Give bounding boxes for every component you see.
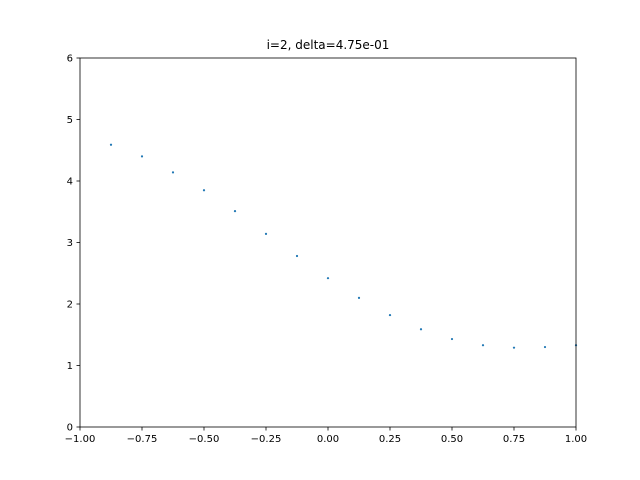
data-point — [326, 277, 330, 280]
x-tick-label: 0.50 — [441, 434, 463, 445]
data-point — [543, 345, 547, 349]
x-tick-label: −0.50 — [189, 434, 220, 445]
x-tick-label: 1.00 — [565, 434, 587, 445]
data-point — [109, 143, 113, 146]
y-tick-label: 3 — [67, 238, 73, 249]
data-point — [357, 296, 361, 299]
data-point — [388, 313, 392, 317]
data-point — [202, 189, 206, 192]
x-tick-label: 0.25 — [379, 434, 401, 445]
y-tick-label: 6 — [67, 54, 73, 65]
x-tick-label: −1.00 — [65, 434, 96, 445]
data-point — [140, 155, 144, 158]
data-point — [295, 254, 299, 258]
x-tick-label: −0.75 — [127, 434, 158, 445]
y-tick-label: 5 — [67, 115, 73, 126]
data-point — [264, 232, 268, 235]
data-point — [450, 337, 454, 341]
x-tick-label: −0.25 — [251, 434, 282, 445]
y-tick-label: 0 — [67, 423, 73, 434]
data-point — [419, 328, 423, 331]
data-point — [233, 210, 237, 213]
data-point — [512, 346, 516, 349]
y-tick-label: 1 — [67, 361, 73, 372]
chart-title: i=2, delta=4.75e-01 — [267, 38, 390, 52]
y-tick-label: 4 — [67, 177, 73, 188]
data-point — [481, 344, 485, 347]
y-tick-label: 2 — [67, 300, 73, 311]
x-tick-label: 0.75 — [503, 434, 525, 445]
data-point — [171, 171, 175, 174]
x-tick-label: 0.00 — [317, 434, 339, 445]
